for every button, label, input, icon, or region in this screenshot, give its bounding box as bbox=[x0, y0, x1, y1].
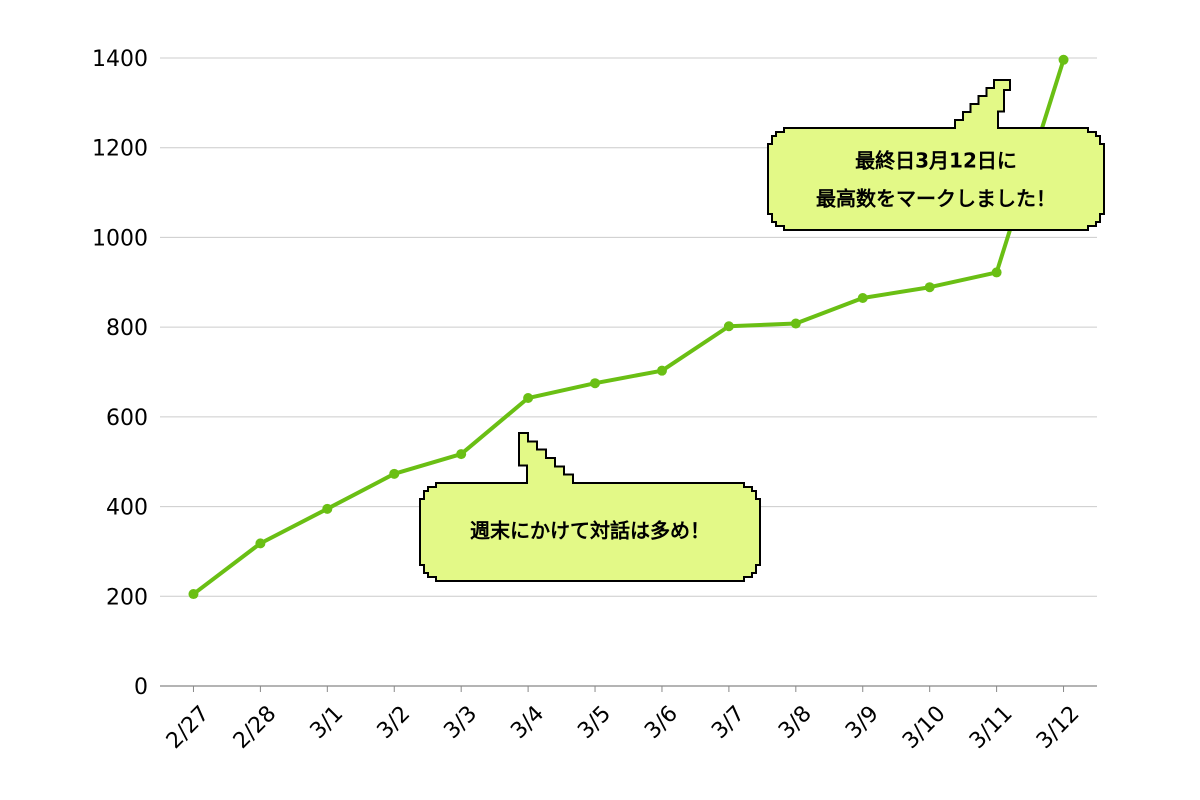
x-tick-label: 3/11 bbox=[965, 701, 1018, 754]
y-tick-label: 800 bbox=[106, 316, 148, 341]
data-point-3/5 bbox=[590, 378, 601, 389]
data-point-3/6 bbox=[656, 365, 667, 376]
series-line bbox=[191, 57, 1066, 597]
annotation-bubble-1: 週末にかけて対話は多め！ bbox=[419, 432, 761, 582]
data-point-3/12 bbox=[1058, 54, 1069, 65]
x-tick-label: 3/5 bbox=[573, 701, 616, 744]
speech-bubble-shape bbox=[419, 432, 761, 582]
annotation-text: 最高数をマークしました！ bbox=[816, 187, 1056, 211]
data-point-3/8 bbox=[790, 318, 801, 329]
x-tick-label: 3/6 bbox=[640, 701, 683, 744]
y-tick-label: 0 bbox=[134, 675, 148, 700]
series-line-group bbox=[188, 54, 1069, 600]
speech-bubble-shape bbox=[767, 79, 1105, 231]
x-tick-label: 3/8 bbox=[774, 701, 817, 744]
x-tick-label: 3/3 bbox=[439, 701, 482, 744]
data-point-3/11 bbox=[991, 267, 1002, 278]
data-point-3/10 bbox=[924, 282, 935, 293]
y-tick-label: 200 bbox=[106, 585, 148, 610]
x-tick-label: 3/7 bbox=[707, 701, 750, 744]
x-tick-label: 3/10 bbox=[898, 701, 951, 754]
data-point-3/1 bbox=[322, 503, 333, 514]
x-tick-label: 3/1 bbox=[306, 701, 349, 744]
y-tick-label: 1400 bbox=[92, 47, 148, 72]
data-point-3/4 bbox=[523, 393, 534, 404]
data-point-3/7 bbox=[723, 321, 734, 332]
y-tick-label: 1200 bbox=[92, 137, 148, 162]
x-tick-label: 3/12 bbox=[1032, 701, 1085, 754]
x-tick-label: 2/27 bbox=[162, 701, 215, 754]
data-point-2/28 bbox=[255, 538, 266, 549]
data-point-2/27 bbox=[188, 589, 199, 600]
y-tick-label: 400 bbox=[106, 496, 148, 521]
x-tick-label: 2/28 bbox=[229, 701, 282, 754]
data-point-3/3 bbox=[456, 449, 467, 460]
annotation-text: 最終日3月12日に bbox=[855, 149, 1017, 173]
x-tick-label: 3/9 bbox=[841, 701, 884, 744]
grid-lines bbox=[160, 57, 1097, 597]
x-tick-label: 3/4 bbox=[506, 701, 549, 744]
data-point-3/9 bbox=[857, 292, 868, 303]
annotation-text: 週末にかけて対話は多め！ bbox=[470, 519, 710, 543]
data-point-3/2 bbox=[389, 468, 400, 479]
y-tick-label: 600 bbox=[106, 406, 148, 431]
x-tick-label: 3/2 bbox=[373, 701, 416, 744]
y-tick-label: 1000 bbox=[92, 226, 148, 251]
